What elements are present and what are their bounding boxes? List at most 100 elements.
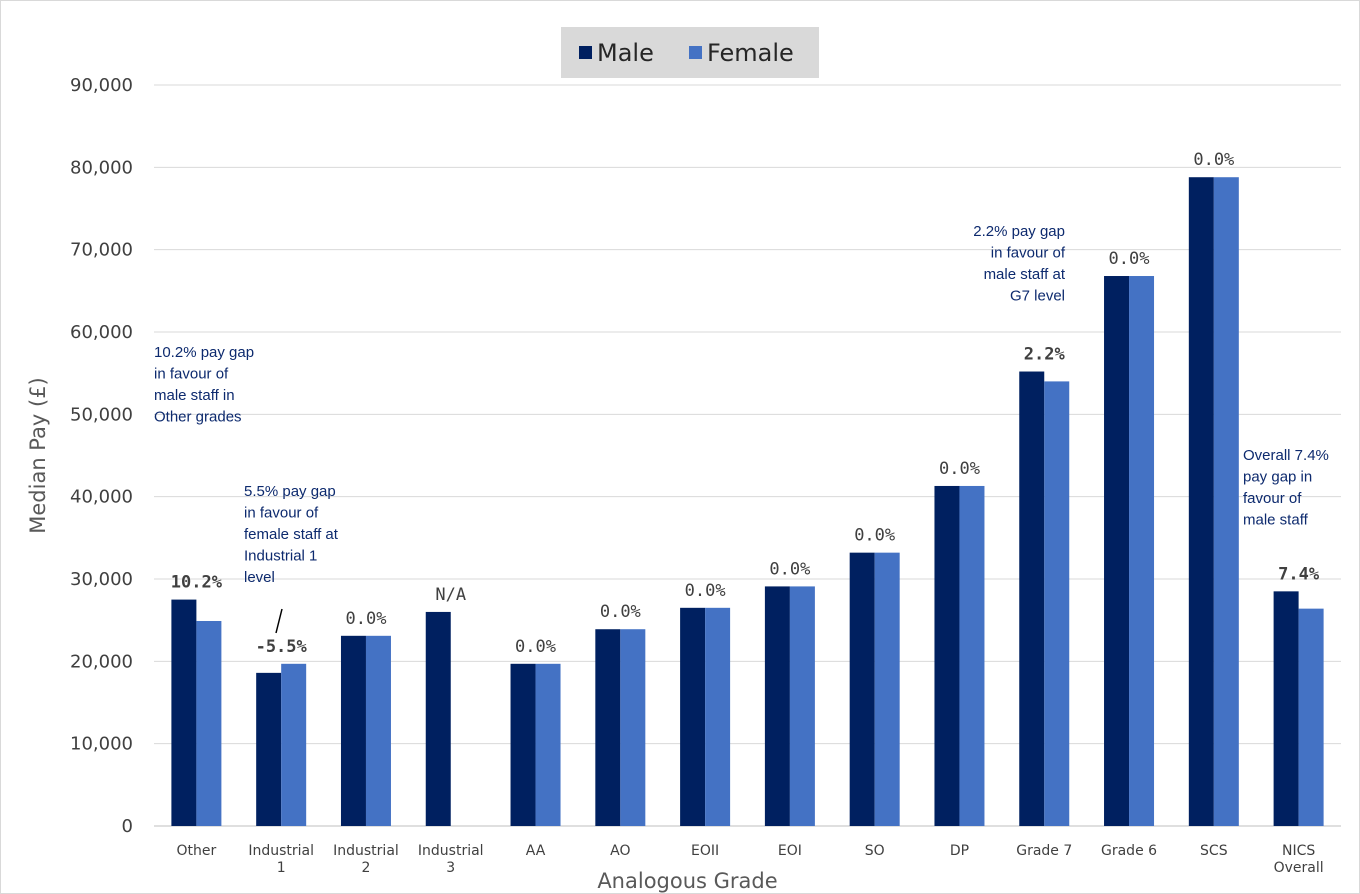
gap-label: 0.0% bbox=[854, 526, 895, 546]
gap-label: 10.2% bbox=[171, 573, 223, 593]
x-tick-label: DP bbox=[950, 843, 969, 859]
x-tick-label: 1 bbox=[277, 860, 286, 876]
bar-female bbox=[1213, 177, 1239, 827]
gap-label: 0.0% bbox=[515, 637, 556, 657]
x-tick-label: 2 bbox=[362, 860, 371, 876]
annotation-text: Overall 7.4% bbox=[1243, 447, 1329, 464]
gap-label: 0.0% bbox=[939, 459, 980, 479]
y-tick-label: 10,000 bbox=[70, 734, 133, 755]
bar-male bbox=[171, 599, 197, 826]
bar-male bbox=[1019, 371, 1045, 826]
y-tick-label: 50,000 bbox=[70, 404, 133, 425]
y-tick-label: 30,000 bbox=[70, 569, 133, 590]
x-tick-label: SO bbox=[865, 843, 885, 859]
bar-male bbox=[1188, 177, 1214, 827]
bar-male bbox=[1273, 591, 1299, 826]
x-tick-label: EOII bbox=[691, 843, 719, 859]
annotation-text: female staff at bbox=[244, 526, 339, 543]
gap-label: 0.0% bbox=[600, 602, 641, 622]
y-tick-label: 0 bbox=[122, 816, 133, 837]
gap-label: 0.0% bbox=[345, 609, 386, 629]
annotation-text: pay gap in bbox=[1243, 469, 1312, 486]
bar-male bbox=[849, 552, 875, 826]
annotation-text: Industrial 1 bbox=[244, 548, 317, 565]
bar-female bbox=[874, 552, 900, 826]
legend-swatch-male bbox=[579, 46, 592, 59]
annotation-text: Other grades bbox=[154, 409, 242, 426]
annotation-text: in favour of bbox=[991, 245, 1066, 262]
legend-swatch-female bbox=[689, 46, 702, 59]
y-tick-label: 70,000 bbox=[70, 240, 133, 261]
gap-label: 0.0% bbox=[769, 559, 810, 579]
annotation-leader-line bbox=[275, 608, 283, 634]
x-tick-label: AO bbox=[610, 843, 630, 859]
y-tick-label: 20,000 bbox=[70, 651, 133, 672]
gap-label: 0.0% bbox=[685, 581, 726, 601]
annotation-text: male staff in bbox=[154, 387, 235, 404]
y-axis-ticks: 0 10,000 20,000 30,000 40,000 50,000 60,000 70,… bbox=[70, 75, 133, 837]
legend: Male Female bbox=[561, 27, 819, 78]
bar-female bbox=[1129, 276, 1155, 827]
annotation-text: G7 level bbox=[1010, 288, 1065, 305]
bar-male bbox=[934, 485, 960, 826]
x-tick-label: AA bbox=[526, 843, 546, 859]
bar-female bbox=[1298, 608, 1324, 826]
bar-male bbox=[256, 672, 282, 826]
x-tick-label: Industrial bbox=[418, 843, 484, 859]
bar-male bbox=[764, 586, 790, 826]
annotation-text: in favour of bbox=[154, 366, 229, 383]
annotation-text: male staff at bbox=[984, 266, 1066, 283]
annotation-text: level bbox=[244, 569, 275, 586]
gap-label: 0.0% bbox=[1193, 150, 1234, 170]
y-tick-label: 90,000 bbox=[70, 75, 133, 96]
y-tick-label: 80,000 bbox=[70, 157, 133, 178]
x-tick-label: NICS bbox=[1282, 843, 1315, 859]
gap-label: 7.4% bbox=[1278, 564, 1320, 584]
annotations: 10.2% pay gap in favour of male staff in Ot… bbox=[154, 223, 1329, 634]
annotation-text: in favour of bbox=[244, 505, 319, 522]
gap-label: 2.2% bbox=[1024, 345, 1066, 365]
legend-label: Female bbox=[707, 39, 794, 67]
bar-male bbox=[340, 635, 366, 826]
gap-label: 0.0% bbox=[1109, 249, 1150, 269]
x-tick-label: SCS bbox=[1200, 843, 1228, 859]
x-tick-label: Other bbox=[177, 843, 217, 859]
bars bbox=[171, 177, 1324, 827]
gridlines bbox=[154, 84, 1341, 827]
bar-female bbox=[789, 586, 815, 826]
bar-female bbox=[620, 629, 646, 826]
bar-male bbox=[510, 663, 536, 826]
annotation-text: 10.2% pay gap bbox=[154, 344, 254, 361]
x-tick-label: Overall bbox=[1274, 860, 1324, 876]
annotation-text: 2.2% pay gap bbox=[973, 223, 1065, 240]
x-tick-label: Industrial bbox=[333, 843, 399, 859]
gap-label: N/A bbox=[435, 585, 466, 605]
bar-male bbox=[595, 629, 621, 826]
x-tick-label: 3 bbox=[446, 860, 455, 876]
x-tick-label: Grade 6 bbox=[1101, 843, 1157, 859]
bar-female bbox=[365, 635, 391, 826]
x-axis-title: Analogous Grade bbox=[597, 869, 777, 893]
x-tick-label: Grade 7 bbox=[1016, 843, 1072, 859]
x-tick-label: EOI bbox=[778, 843, 802, 859]
y-tick-label: 40,000 bbox=[70, 487, 133, 508]
bar-female bbox=[1044, 381, 1070, 826]
gap-labels: 10.2% -5.5% 0.0% N/A 0.0% 0.0% 0.0% 0.0% 0.0% 0.0… bbox=[171, 150, 1320, 657]
x-axis-ticks: Other Industrial1Industrial2Industrial3AA… bbox=[177, 843, 1324, 876]
bar-female bbox=[705, 607, 731, 826]
annotation-text: male staff bbox=[1243, 512, 1309, 529]
y-tick-label: 60,000 bbox=[70, 322, 133, 343]
legend-label: Male bbox=[597, 39, 654, 67]
annotation-text: 5.5% pay gap bbox=[244, 483, 336, 500]
bar-male bbox=[680, 607, 706, 826]
bar-female bbox=[281, 663, 307, 826]
bar-female bbox=[535, 663, 561, 826]
x-tick-label: Industrial bbox=[248, 843, 314, 859]
gap-label: -5.5% bbox=[256, 637, 308, 657]
bar-female bbox=[959, 485, 985, 826]
bar-male bbox=[1104, 276, 1130, 827]
bar-male bbox=[425, 611, 451, 826]
y-axis-title: Median Pay (£) bbox=[26, 377, 50, 534]
